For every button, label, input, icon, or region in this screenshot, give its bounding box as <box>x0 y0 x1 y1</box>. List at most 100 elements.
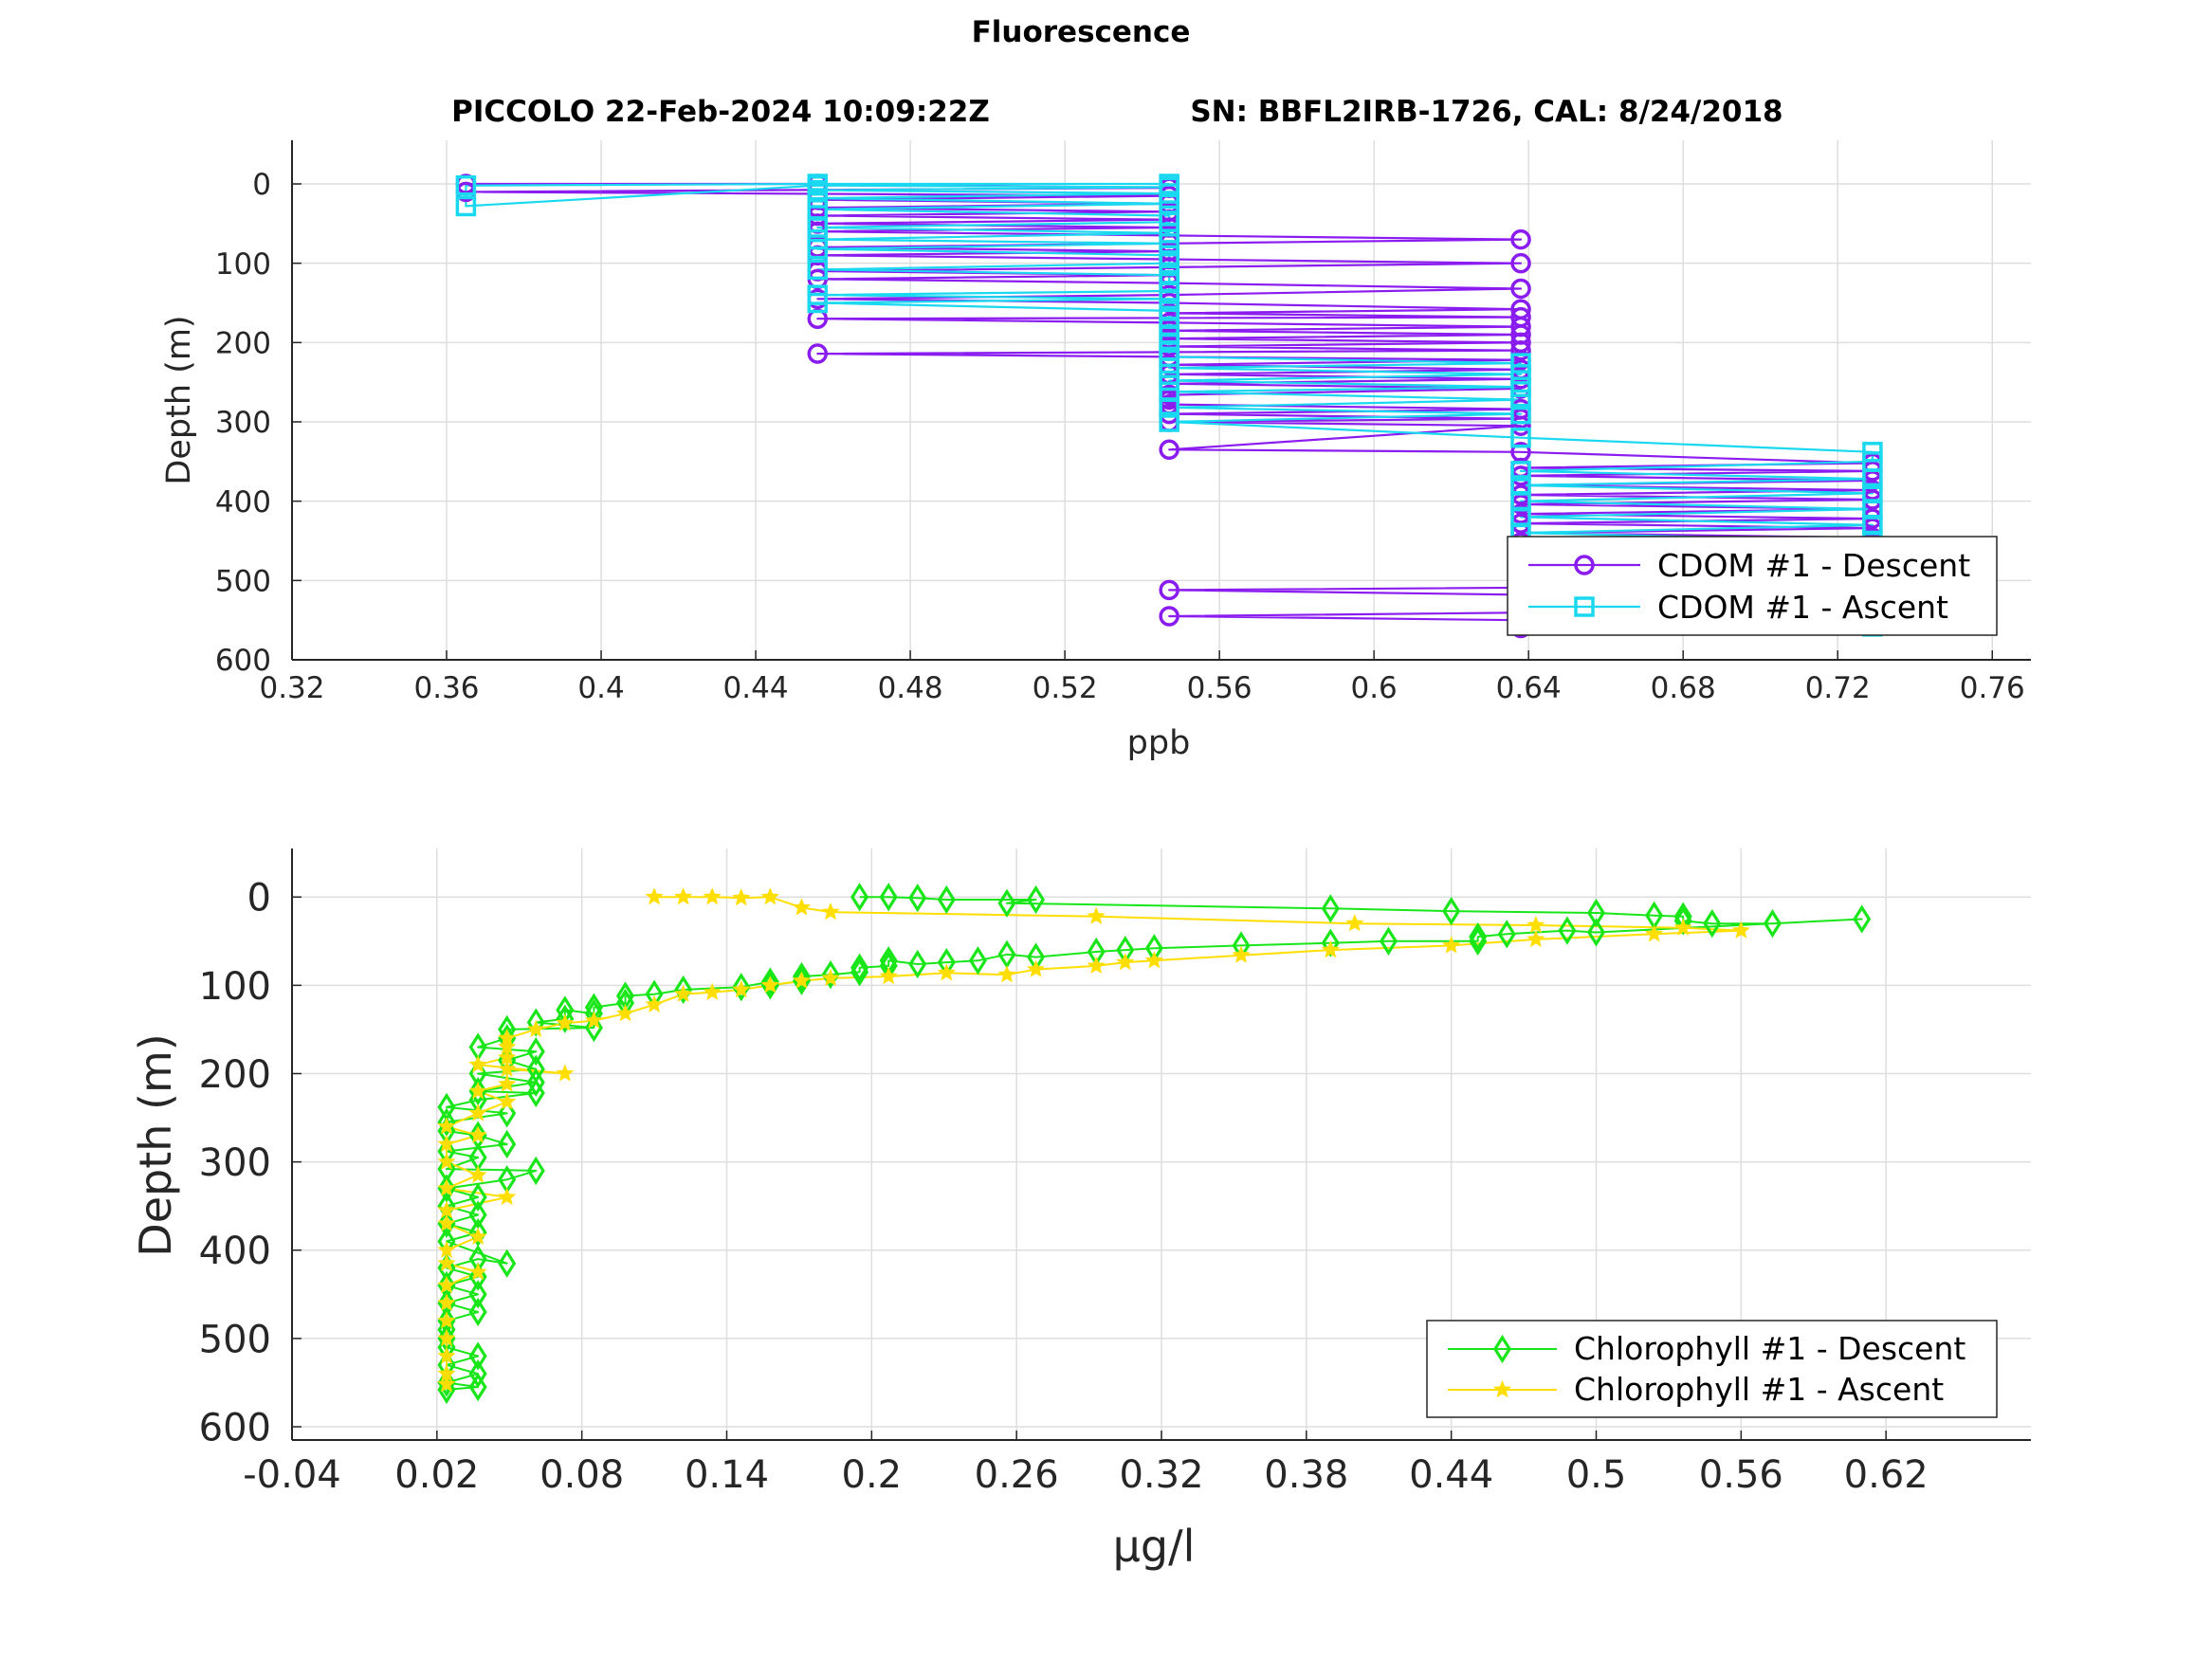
chlorophyll-legend-label-descent: Chlorophyll #1 - Descent <box>1574 1330 1965 1367</box>
chlorophyll-data-point-ascent <box>732 888 751 906</box>
chlorophyll-data-point-descent <box>1442 896 1461 926</box>
chlorophyll-data-point-descent <box>908 949 927 979</box>
chlorophyll-data-point-ascent <box>437 1346 456 1364</box>
chlorophyll-data-point-descent <box>850 953 869 982</box>
cdom-data-point-ascent <box>1510 353 1531 374</box>
chlorophyll-data-point-ascent <box>498 1092 517 1110</box>
chlorophyll-legend-box <box>1426 1320 1998 1418</box>
cdom-data-point-descent <box>1510 278 1531 300</box>
chlorophyll-data-point-ascent <box>498 1048 517 1066</box>
chlorophyll-data-point-ascent <box>937 963 956 981</box>
chlorophyll-data-point-ascent <box>437 1200 456 1218</box>
chlorophyll-data-point-descent <box>1853 904 1872 934</box>
chlorophyll-data-point-ascent <box>526 1019 545 1038</box>
chlorophyll-data-point-descent <box>732 973 751 1002</box>
chlorophyll-x-tick-label: 0.5 <box>1566 1453 1627 1497</box>
cdom-data-point-ascent <box>1510 389 1531 410</box>
cdom-data-point-ascent <box>1159 264 1179 285</box>
chlorophyll-data-point-descent <box>937 884 956 915</box>
chlorophyll-data-point-ascent <box>1087 956 1106 974</box>
chlorophyll-data-point-ascent <box>645 994 664 1013</box>
chlorophyll-data-point-ascent <box>498 1059 517 1078</box>
chlorophyll-data-point-ascent <box>468 1125 487 1143</box>
chlorophyll-x-tick-label: 0.08 <box>539 1453 624 1497</box>
chlorophyll-data-point-descent <box>1497 920 1516 949</box>
chlorophyll-data-point-descent <box>1673 906 1692 936</box>
chlorophyll-data-point-ascent <box>584 1011 604 1029</box>
cdom-x-tick-label: 0.52 <box>1033 671 1098 705</box>
cdom-data-point-descent <box>1159 439 1179 461</box>
chlorophyll-data-point-descent <box>821 960 840 990</box>
cdom-data-point-ascent <box>1510 427 1531 448</box>
cdom-y-tick-label: 400 <box>215 485 271 520</box>
cdom-legend-marker-descent <box>1574 555 1595 575</box>
chlorophyll-series-line-descent <box>446 896 1863 1391</box>
cdom-data-point-ascent <box>1159 233 1179 254</box>
chlorophyll-y-tick-label: 500 <box>199 1318 271 1361</box>
cdom-axes <box>291 140 2031 661</box>
chlorophyll-data-point-descent <box>526 1008 545 1037</box>
chlorophyll-data-point-ascent <box>498 1187 517 1205</box>
chlorophyll-legend-label-ascent: Chlorophyll #1 - Ascent <box>1574 1371 1944 1408</box>
chlorophyll-y-tick-label: 100 <box>199 965 271 1009</box>
chlorophyll-data-point-descent <box>850 883 869 912</box>
cdom-x-tick-label: 0.64 <box>1496 671 1562 705</box>
chlorophyll-data-point-descent <box>1558 916 1577 945</box>
chlorophyll-data-point-ascent <box>468 1103 487 1121</box>
cdom-data-point-ascent <box>807 173 829 194</box>
chlorophyll-data-point-ascent <box>468 1082 487 1100</box>
chlorophyll-data-point-descent <box>584 999 603 1029</box>
chlorophyll-data-point-ascent <box>437 1117 456 1135</box>
chlorophyll-data-point-ascent <box>437 1311 456 1329</box>
cdom-data-point-ascent <box>807 199 829 220</box>
chlorophyll-data-point-ascent <box>437 1275 456 1294</box>
chlorophyll-axes <box>291 848 2031 1441</box>
cdom-x-tick-label: 0.56 <box>1187 671 1252 705</box>
chlorophyll-data-point-descent <box>792 966 812 995</box>
chlorophyll-data-point-descent <box>674 975 693 1005</box>
chlorophyll-y-axis-label: Depth (m) <box>130 1033 181 1256</box>
cdom-data-point-ascent <box>1510 403 1531 425</box>
cdom-data-point-ascent <box>1159 370 1179 392</box>
chlorophyll-data-point-descent <box>468 1217 487 1248</box>
cdom-x-tick-label: 0.48 <box>878 671 943 705</box>
chlorophyll-legend: Chlorophyll #1 - Descent Chlorophyll #1 … <box>1426 1320 1998 1418</box>
cdom-data-point-descent <box>807 343 829 364</box>
chlorophyll-data-point-descent <box>468 1358 487 1389</box>
cdom-data-point-descent <box>1510 415 1531 436</box>
cdom-data-point-ascent <box>1159 411 1179 432</box>
chlorophyll-y-tick-label: 600 <box>199 1406 271 1449</box>
cdom-data-point-descent <box>1159 579 1179 601</box>
chlorophyll-data-point-descent <box>968 946 987 975</box>
cdom-data-point-ascent <box>455 195 477 217</box>
chlorophyll-data-point-descent <box>437 1107 456 1137</box>
chlorophyll-x-tick-label: -0.04 <box>243 1453 341 1497</box>
chlorophyll-data-point-ascent <box>703 887 722 905</box>
chlorophyll-data-point-ascent <box>1526 915 1545 934</box>
chlorophyll-plot-panel: -0.04 0.02 0.08 0.14 0.2 0.26 0.32 0.38 0.44 0.5 0… <box>130 848 2031 1572</box>
chlorophyll-data-point-ascent <box>821 968 840 987</box>
cdom-data-point-descent <box>1510 339 1531 361</box>
chlorophyll-data-point-ascent <box>468 1227 487 1245</box>
chlorophyll-data-point-ascent <box>468 1165 487 1183</box>
chlorophyll-x-tick-label: 0.32 <box>1119 1453 1203 1497</box>
chlorophyll-legend-marker-descent <box>1492 1334 1512 1364</box>
cdom-y-tick-labels: 0 100 200 300 400 500 600 <box>215 168 271 678</box>
chlorophyll-data-point-descent <box>468 1280 487 1309</box>
chlorophyll-data-point-ascent <box>879 966 898 985</box>
chlorophyll-data-point-ascent <box>821 902 840 921</box>
chlorophyll-legend-marker-ascent <box>1492 1379 1512 1398</box>
chlorophyll-data-point-ascent <box>760 975 779 994</box>
chlorophyll-data-point-ascent <box>556 1013 575 1031</box>
chlorophyll-data-point-descent <box>468 1297 487 1327</box>
cdom-x-tick-label: 0.6 <box>1350 671 1397 705</box>
chlorophyll-data-point-descent <box>468 1372 487 1402</box>
chlorophyll-data-point-ascent <box>437 1152 456 1170</box>
chlorophyll-data-point-descent <box>468 1200 487 1230</box>
chlorophyll-data-point-descent <box>526 1156 545 1186</box>
chlorophyll-data-point-descent <box>1321 928 1340 957</box>
chlorophyll-data-point-ascent <box>792 898 812 916</box>
chlorophyll-x-axis-label: μg/l <box>1113 1521 1196 1572</box>
cdom-y-axis-label: Depth (m) <box>160 315 198 484</box>
chlorophyll-data-point-ascent <box>760 887 780 905</box>
